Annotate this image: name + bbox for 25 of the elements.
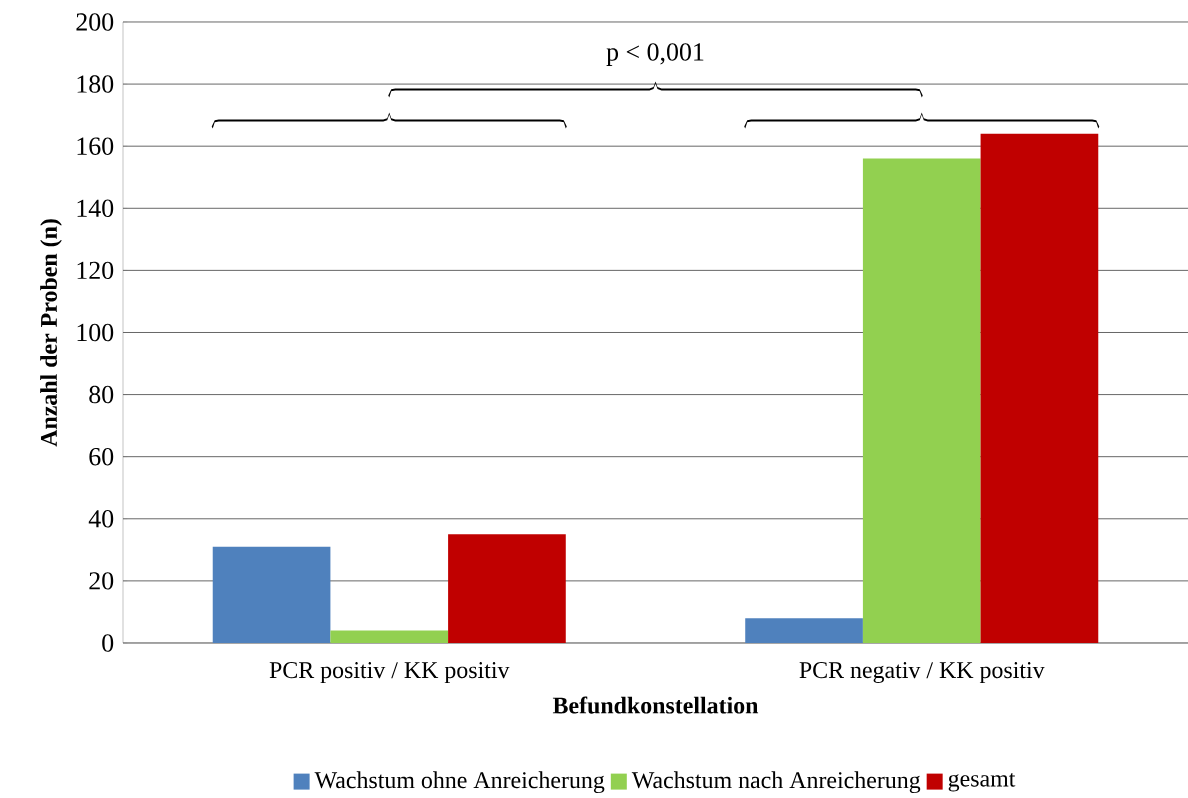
y-tick-label: 160 xyxy=(77,137,114,155)
y-tick-label: 40 xyxy=(88,510,114,528)
y-tick-label: 20 xyxy=(89,572,114,590)
legend-label: gesamt xyxy=(948,772,1016,792)
y-tick-label: 100 xyxy=(77,323,114,342)
y-tick-label: 200 xyxy=(76,13,114,31)
y-tick-label: 80 xyxy=(89,385,114,404)
y-tick-label: 120 xyxy=(77,261,114,280)
bar xyxy=(448,534,566,643)
bar xyxy=(330,630,449,643)
bar xyxy=(862,158,981,643)
y-tick-label: 180 xyxy=(77,75,114,93)
y-tick-label: 0 xyxy=(102,634,114,652)
legend-label: Wachstum nach Anreicherung xyxy=(631,771,921,794)
x-tick-label: PCR negativ / KK positiv xyxy=(799,662,1045,684)
y-axis-title: Anzahl der Proben (n) xyxy=(40,219,62,447)
annotation: p < 0,001 xyxy=(606,43,704,66)
x-axis-title: Befundkonstellation xyxy=(552,696,759,714)
bar xyxy=(980,133,1099,643)
bar xyxy=(745,618,863,643)
bar xyxy=(212,546,331,643)
y-tick-label: 140 xyxy=(77,199,114,218)
y-tick-label: 60 xyxy=(89,447,114,466)
x-tick-label: PCR positiv / KK positiv xyxy=(269,662,510,683)
legend-label: Wachstum ohne Anreicherung xyxy=(314,771,605,794)
